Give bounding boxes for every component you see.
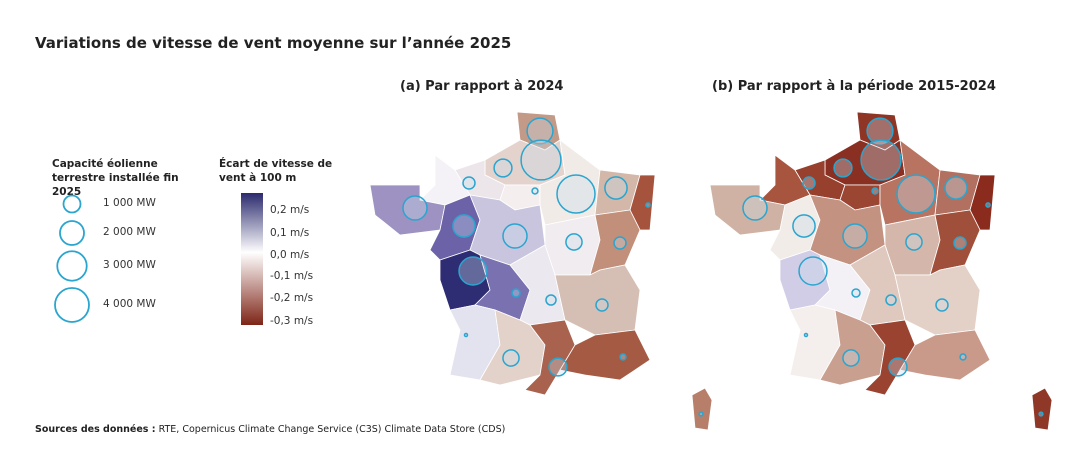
capacity-circle-languedoc-roussillon-map-a <box>548 357 568 377</box>
capacity-circle-champagne-ardenne-map-b <box>896 174 936 214</box>
capacity-circle-ile-de-france-map-b <box>871 187 879 195</box>
capacity-circle-picardie-map-a <box>520 139 562 181</box>
region-corse-map-b <box>1031 387 1053 431</box>
capacity-circle-centre-map-b <box>842 223 868 249</box>
capacity-legend-circle <box>59 220 85 246</box>
capacity-circle-haute-normandie-map-b <box>833 158 853 178</box>
capacity-circle-languedoc-roussillon-map-b <box>888 357 908 377</box>
wind-legend-tick: 0,0 m/s <box>270 249 310 261</box>
capacity-circle-provence-alpes-cote-d-azur-map-a <box>619 353 627 361</box>
capacity-circle-aquitaine-map-a <box>463 332 469 338</box>
capacity-circle-provence-alpes-cote-d-azur-map-b <box>959 353 967 361</box>
capacity-legend-circle <box>54 287 90 323</box>
region-corse-map-a <box>691 387 713 431</box>
capacity-circle-auvergne-map-b <box>885 294 897 306</box>
capacity-circle-lorraine-map-a <box>604 176 628 200</box>
capacity-legend-label: 2 000 MW <box>103 226 156 238</box>
capacity-circle-rhone-alpes-map-b <box>935 298 949 312</box>
capacity-circle-alsace-map-a <box>645 202 651 208</box>
capacity-circle-nord-pas-de-calais-map-b <box>866 117 894 145</box>
capacity-circle-nord-pas-de-calais-map-a <box>526 117 554 145</box>
capacity-circle-midi-pyrenees-map-b <box>842 349 860 367</box>
capacity-legend-circle <box>62 194 82 214</box>
capacity-circle-centre-map-a <box>502 223 528 249</box>
capacity-legend-label: 4 000 MW <box>103 298 156 310</box>
wind-legend-tick: 0,1 m/s <box>270 227 310 239</box>
capacity-circle-pays-de-la-loire-map-b <box>792 214 816 238</box>
capacity-legend-circle <box>56 250 88 282</box>
capacity-circle-rhone-alpes-map-a <box>595 298 609 312</box>
capacity-circle-auvergne-map-a <box>545 294 557 306</box>
region-alsace-map-b <box>969 174 996 231</box>
wind-colorbar <box>241 193 263 325</box>
source-text: RTE, Copernicus Climate Change Service (… <box>155 424 506 435</box>
capacity-circle-champagne-ardenne-map-a <box>556 174 596 214</box>
wind-legend-tick: 0,2 m/s <box>270 204 310 216</box>
wind-legend-tick: -0,2 m/s <box>270 292 314 304</box>
capacity-circle-franche-comte-map-b <box>953 236 967 250</box>
capacity-circle-ile-de-france-map-a <box>531 187 539 195</box>
capacity-circle-alsace-map-b <box>985 202 991 208</box>
capacity-circle-lorraine-map-b <box>944 176 968 200</box>
wind-legend-tick: -0,1 m/s <box>270 270 314 282</box>
capacity-circle-bourgogne-map-a <box>565 233 583 251</box>
capacity-circle-limousin-map-a <box>511 288 521 298</box>
capacity-circle-aquitaine-map-b <box>803 332 809 338</box>
wind-legend-title: Écart de vitesse de vent à 100 m <box>219 158 333 184</box>
source-note: Sources des données : RTE, Copernicus Cl… <box>35 424 505 435</box>
capacity-circle-bretagne-map-a <box>402 195 428 221</box>
capacity-circle-basse-normandie-map-b <box>802 176 816 190</box>
capacity-circle-picardie-map-b <box>860 139 902 181</box>
capacity-circle-midi-pyrenees-map-a <box>502 349 520 367</box>
capacity-circle-haute-normandie-map-a <box>493 158 513 178</box>
source-label: Sources des données : <box>35 424 156 435</box>
capacity-circle-corse-map-b <box>1038 411 1044 417</box>
capacity-circle-pays-de-la-loire-map-a <box>452 214 476 238</box>
map-a-title: (a) Par rapport à 2024 <box>400 79 564 94</box>
capacity-circle-limousin-map-b <box>851 288 861 298</box>
region-languedoc-roussillon-map-a <box>524 319 576 396</box>
capacity-circle-poitou-charentes-map-b <box>798 256 828 286</box>
region-provence-alpes-cote-d-azur-map-a <box>559 329 651 381</box>
capacity-legend-label: 3 000 MW <box>103 259 156 271</box>
region-provence-alpes-cote-d-azur-map-b <box>899 329 991 381</box>
capacity-circle-corse-map-a <box>698 411 704 417</box>
map-b-title: (b) Par rapport à la période 2015-2024 <box>712 79 996 94</box>
capacity-circle-bretagne-map-b <box>742 195 768 221</box>
capacity-legend-label: 1 000 MW <box>103 197 156 209</box>
region-alsace-map-a <box>629 174 656 231</box>
figure-title: Variations de vitesse de vent moyenne su… <box>35 34 512 52</box>
capacity-circle-poitou-charentes-map-a <box>458 256 488 286</box>
capacity-circle-bourgogne-map-b <box>905 233 923 251</box>
capacity-circle-franche-comte-map-a <box>613 236 627 250</box>
region-languedoc-roussillon-map-b <box>864 319 916 396</box>
capacity-circle-basse-normandie-map-a <box>462 176 476 190</box>
wind-legend-tick: -0,3 m/s <box>270 315 314 327</box>
